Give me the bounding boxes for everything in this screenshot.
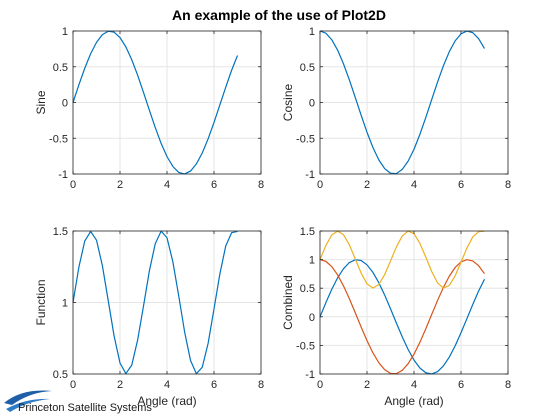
swoosh-icon: [4, 390, 52, 412]
y-tick-label: 1: [309, 26, 315, 38]
y-tick-label: 1: [62, 26, 68, 38]
y-tick-label: 1: [309, 255, 315, 267]
x-tick-label: 4: [164, 379, 170, 391]
y-tick-label: -1: [305, 369, 315, 381]
subplot-4: 0 2 4 6 8 -1 -0.5 0 0.5 1 1.5 Combined Angle (rad): [281, 226, 511, 408]
y-tick-label: 1.5: [53, 226, 68, 238]
y-axis-label: Function: [34, 279, 48, 325]
x-tick-label: 8: [505, 379, 511, 391]
x-tick-label: 2: [364, 379, 370, 391]
subplot-1: 0 2 4 6 8 -1 -0.5 0 0.5 1 Sine: [34, 26, 264, 191]
x-tick-label: 4: [164, 179, 170, 191]
subplot-2: 0 2 4 6 8 -1 -0.5 0 0.5 1 Cosine: [281, 26, 511, 191]
subplot-3: 0 2 4 6 8 0.5 1 1.5 Function Angle (rad): [34, 226, 264, 408]
series-line-blue: [319, 30, 486, 175]
x-tick-label: 0: [70, 179, 76, 191]
y-axis-label: Combined: [281, 275, 295, 330]
series-line-yellow: [319, 230, 485, 289]
x-tick-label: 2: [117, 379, 123, 391]
x-tick-label: 6: [458, 379, 464, 391]
y-axis-label: Sine: [34, 90, 48, 114]
y-axis-label: Cosine: [281, 84, 295, 122]
y-tick-label: 0.5: [53, 62, 68, 74]
x-tick-label: 6: [211, 379, 217, 391]
x-tick-label: 4: [411, 379, 417, 391]
series-line-blue: [72, 230, 238, 375]
x-tick-label: 0: [70, 379, 76, 391]
series-line-blue: [319, 259, 486, 375]
x-tick-label: 0: [317, 379, 323, 391]
x-axis-label: Angle (rad): [137, 394, 196, 408]
y-tick-label: 0.5: [53, 369, 68, 381]
y-tick-label: 0: [309, 312, 315, 324]
y-tick-label: -0.5: [296, 133, 315, 145]
y-tick-label: -0.5: [49, 133, 68, 145]
x-tick-label: 6: [211, 179, 217, 191]
y-tick-label: 0.5: [300, 62, 315, 74]
x-tick-label: 2: [364, 179, 370, 191]
y-tick-label: 0: [309, 98, 315, 110]
x-tick-label: 8: [258, 179, 264, 191]
y-tick-label: 0: [62, 98, 68, 110]
figure-title: An example of the use of Plot2D: [172, 7, 386, 23]
series-line-blue: [72, 30, 239, 175]
y-tick-label: 1: [62, 298, 68, 310]
logo-text: Princeton Satellite Systems: [18, 402, 152, 414]
y-tick-label: 0.5: [300, 283, 315, 295]
x-tick-label: 2: [117, 179, 123, 191]
x-axis-label: Angle (rad): [384, 394, 443, 408]
psslogo: Princeton Satellite Systems: [4, 390, 152, 414]
x-tick-label: 0: [317, 179, 323, 191]
x-tick-label: 8: [258, 379, 264, 391]
y-tick-label: 1.5: [300, 226, 315, 238]
y-tick-label: -1: [305, 169, 315, 181]
y-tick-label: -1: [58, 169, 68, 181]
series-line-orange: [319, 259, 485, 375]
x-tick-label: 8: [505, 179, 511, 191]
x-tick-label: 6: [458, 179, 464, 191]
x-tick-label: 4: [411, 179, 417, 191]
y-tick-label: -0.5: [296, 340, 315, 352]
